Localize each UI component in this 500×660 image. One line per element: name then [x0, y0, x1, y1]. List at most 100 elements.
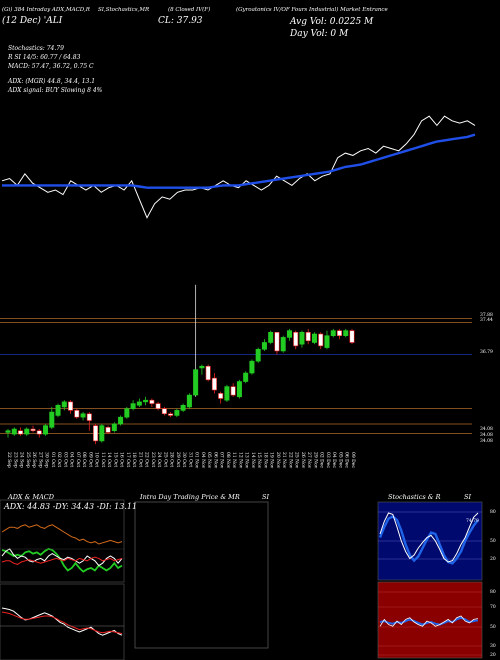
date-label: 17 Oct — [125, 452, 131, 467]
adx-series-line — [1, 556, 123, 565]
date-label: 14 Nov — [250, 452, 256, 469]
date-label: 01 Oct — [50, 452, 56, 467]
candle-body — [274, 332, 280, 352]
candle-body — [161, 408, 167, 415]
candle-body — [205, 365, 211, 381]
date-label: 11 Nov — [231, 452, 237, 469]
stoch-value: Stochastics: 74.79 — [8, 45, 64, 52]
candle-body — [80, 413, 86, 418]
date-label: 02 Dec — [319, 452, 325, 468]
candle-body — [193, 369, 199, 396]
date-label: 28 Oct — [169, 452, 175, 467]
candle-body — [280, 337, 286, 352]
candle-body — [49, 411, 55, 428]
candle-body — [174, 410, 180, 416]
day-vol: Day Vol: 0 M — [290, 29, 349, 39]
date-label: 24 Oct — [156, 452, 162, 467]
date-label: 27 Sep — [37, 452, 43, 468]
adx-series-line — [1, 547, 123, 573]
date-label: 14 Oct — [106, 452, 112, 467]
rsi-value: R SI 14/5: 60.77 / 64.83 — [8, 54, 81, 61]
candle-body — [286, 330, 292, 338]
date-label: 25 Sep — [25, 452, 31, 468]
candle-body — [299, 332, 305, 345]
price-line — [1, 115, 476, 219]
candle-body — [336, 330, 342, 336]
candle-body — [318, 333, 324, 347]
price-level-label: 37.88 — [480, 312, 493, 318]
candle-body — [18, 430, 24, 435]
rsi-axis-label: 20 — [490, 652, 496, 658]
stoch-axis-label: 50 — [490, 538, 496, 544]
candle-body — [93, 425, 99, 442]
date-label: 25 Oct — [162, 452, 168, 467]
candle-body — [111, 423, 117, 432]
date-label: 15 Oct — [112, 452, 118, 467]
candle-body — [224, 386, 230, 401]
candle-body — [155, 403, 161, 409]
candle-body — [349, 330, 355, 343]
date-label: 08 Oct — [81, 452, 87, 467]
macd-series-line — [1, 611, 123, 635]
candle-body — [261, 342, 267, 350]
date-label: 11 Oct — [100, 452, 106, 467]
candle-body — [249, 360, 255, 374]
candle-body — [24, 428, 30, 435]
candle-body — [199, 365, 205, 369]
adx-value: ADX: (MGR) 44.8, 34.4, 13.1 — [8, 78, 96, 85]
adx-series-line — [1, 524, 123, 545]
candle-body — [149, 399, 155, 404]
rsi-axis-label: 80 — [490, 589, 496, 595]
date-label: 08 Nov — [225, 452, 231, 469]
date-label: 04 Oct — [69, 452, 75, 467]
candle-body — [30, 428, 36, 432]
candle-body — [86, 413, 92, 421]
adx-series-line — [1, 548, 123, 567]
price-level-label: 37.44 — [480, 317, 493, 323]
candle-body — [168, 413, 174, 416]
right-panel-title: Stochastics & R — [388, 493, 441, 501]
candle-body — [218, 393, 224, 399]
candle-body — [305, 332, 311, 342]
date-label: 12 Nov — [237, 452, 243, 469]
candle-body — [118, 416, 124, 425]
date-label: 13 Nov — [244, 452, 250, 469]
ticker-line: (Gi) 384 Intraday ADX,MACD,R — [2, 7, 90, 13]
date-label: 21 Nov — [281, 452, 287, 469]
date-label: 03 Dec — [325, 452, 331, 468]
date-label: 07 Oct — [75, 452, 81, 467]
candle-body — [243, 372, 249, 382]
candle-body — [5, 430, 11, 433]
candle-body — [11, 428, 17, 435]
candle-body — [293, 332, 299, 347]
rsi-axis-label: 30 — [490, 643, 496, 649]
price-level-label: 34.08 — [480, 438, 493, 444]
candle-body — [324, 335, 330, 348]
date-label: 30 Oct — [181, 452, 187, 467]
close-value: CL: 37.93 — [158, 16, 203, 26]
stoch-axis-label: 20 — [490, 556, 496, 562]
right-panel-suffix: SI — [464, 493, 472, 501]
candle-body — [143, 399, 149, 403]
date-label: 06 Dec — [344, 452, 350, 468]
macd-value: MACD: 57.47, 36.72, 0.75 C — [8, 63, 94, 70]
candle-body — [130, 403, 136, 409]
date-label: 22 Nov — [287, 452, 293, 469]
date-label: 22 Oct — [144, 452, 150, 467]
candle-body — [211, 377, 217, 391]
date-label: 02 Oct — [56, 452, 62, 467]
adx-panel-label: ADX: 44.83 -DY: 34.43 -DI: 13.11 — [4, 502, 138, 511]
rsi-axis-label: 70 — [490, 604, 496, 610]
date-label: 19 Nov — [269, 452, 275, 469]
stoch-annotation: 74.79 — [466, 518, 479, 524]
date-label: 20 Nov — [275, 452, 281, 469]
macd-series-line — [1, 607, 123, 636]
stoch-axis-label: 80 — [490, 509, 496, 515]
candle-body — [68, 401, 74, 411]
date-label: 29 Nov — [312, 452, 318, 469]
date-label: 16 Oct — [119, 452, 125, 467]
candle-body — [343, 330, 349, 336]
candle-body — [55, 404, 61, 416]
date-label: 23 Oct — [150, 452, 156, 467]
